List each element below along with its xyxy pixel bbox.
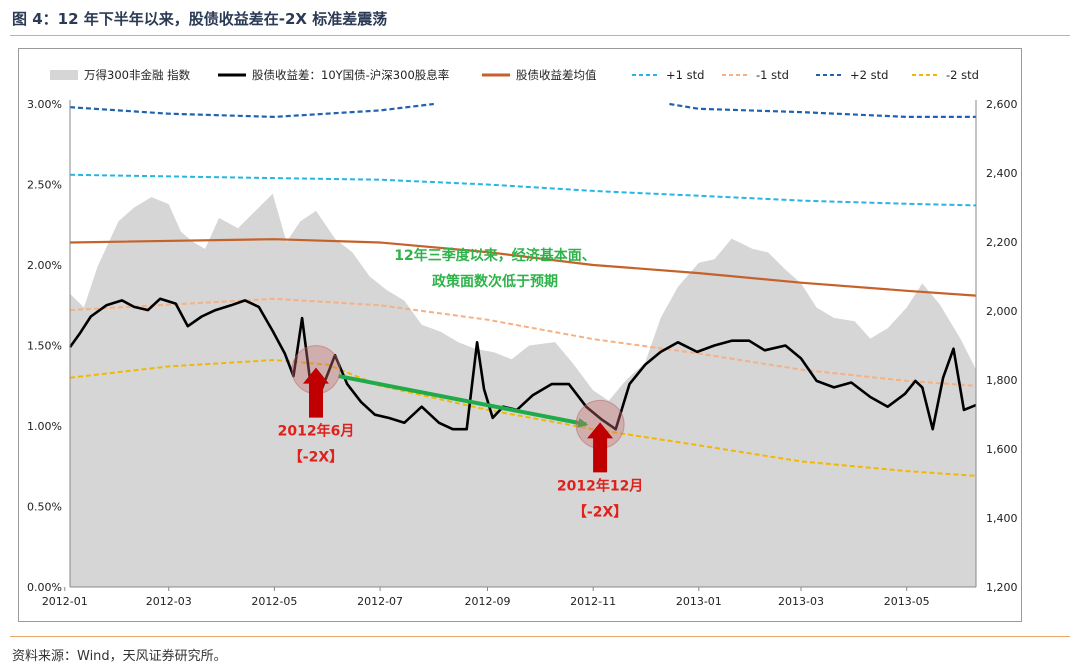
left-tick-5: 2.50% [27,179,62,192]
right-tick-3: 1,800 [986,374,1018,387]
axis-x: 2012-01 2012-03 2012-05 2012-07 2012-09 2012-… [42,586,976,608]
x-tick-3: 2012-07 [357,595,403,608]
mark-label-1-0: 2012年12月 [557,477,643,494]
series-line-5-1 [669,102,976,118]
legend: 万得300非金融 指数 股债收益差：10Y国债-沪深300股息率 股债收益差均值 +1… [50,68,979,82]
source-note: 资料来源：Wind，天风证券研究所。 [12,649,227,664]
left-tick-3: 1.50% [27,340,62,353]
red-up-arrow-1 [587,422,614,473]
series-line-5-0 [69,102,434,118]
left-tick-4: 2.00% [27,259,62,272]
legend-label-5: +2 std [850,68,888,82]
x-tick-0: 2012-01 [42,595,88,608]
right-tick-7: 2,600 [986,98,1018,111]
legend-label-2: 股债收益差均值 [516,68,597,82]
green-note-line-1: 政策面数次低于预期 [432,273,558,290]
series-line-6-0 [69,359,977,477]
x-tick-2: 2012-05 [251,595,297,608]
right-tick-1: 1,400 [986,512,1018,525]
x-tick-8: 2013-05 [884,595,930,608]
area-layer [70,193,976,587]
right-tick-6: 2,400 [986,167,1018,180]
left-tick-1: 0.50% [27,501,62,514]
series-line-2-0 [69,238,977,297]
x-tick-6: 2013-01 [676,595,722,608]
series-line-4-0 [69,297,977,387]
axis-right: 1,200 1,400 1,600 1,800 2,000 2,200 2,400 2,600 [975,98,1018,594]
legend-label-3: +1 std [666,68,704,82]
mark-label-0-0: 2012年6月 [278,423,355,440]
figure-title: 图 4：12 年下半年以来，股债收益差在-2X 标准差震荡 [12,10,388,28]
left-tick-2: 1.00% [27,420,62,433]
legend-label-1: 股债收益差：10Y国债-沪深300股息率 [252,68,449,82]
right-tick-5: 2,200 [986,236,1018,249]
top-rule [10,35,1070,36]
axis-left: 0.00% 0.50% 1.00% 1.50% 2.00% 2.50% 3.00% [27,98,71,594]
x-tick-4: 2012-09 [465,595,511,608]
trend-arrow [338,374,589,428]
series-line-3-0 [69,173,977,207]
right-tick-2: 1,600 [986,443,1018,456]
x-tick-1: 2012-03 [146,595,192,608]
right-tick-0: 1,200 [986,581,1018,594]
legend-swatch-0 [50,70,78,80]
left-tick-6: 3.00% [27,98,62,111]
legend-label-4: -1 std [756,68,789,82]
left-tick-0: 0.00% [27,581,62,594]
right-tick-4: 2,000 [986,305,1018,318]
x-tick-5: 2012-11 [570,595,616,608]
legend-label-0: 万得300非金融 指数 [84,68,191,82]
bottom-rule [10,636,1070,637]
mark-label-0-1: 【-2X】 [289,450,343,466]
green-note-line-0: 12年三季度以来，经济基本面、 [394,247,595,264]
series-area-index [70,193,976,587]
red-up-arrow-0 [302,367,329,418]
mark-label-1-1: 【-2X】 [573,504,627,520]
x-tick-7: 2013-03 [778,595,824,608]
annotation-layer: 12年三季度以来，经济基本面、政策面数次低于预期2012年6月【-2X】2012… [278,247,644,520]
legend-label-6: -2 std [946,68,979,82]
